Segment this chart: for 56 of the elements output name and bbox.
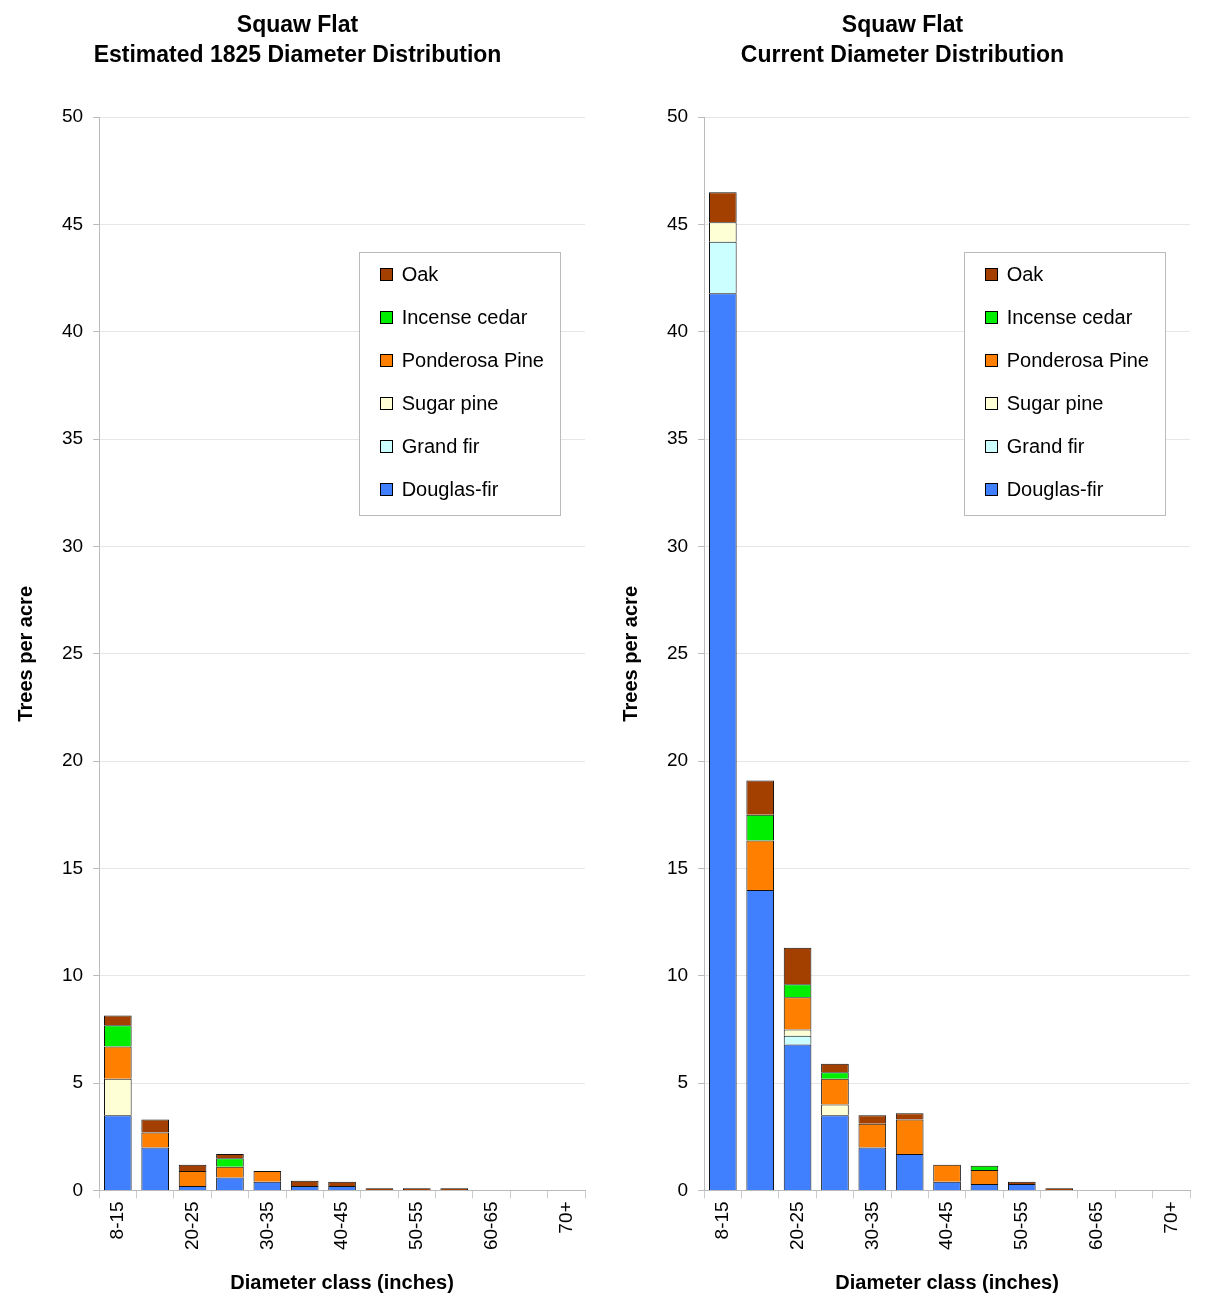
y-tick-label: 25 — [666, 642, 689, 664]
y-tick-label: 15 — [61, 856, 84, 878]
y-tick-label: 5 — [677, 1071, 689, 1093]
y-tick-label: 40 — [666, 320, 689, 342]
y-tick-label: 50 — [666, 105, 689, 127]
chart-title: Squaw Flat — [841, 11, 964, 38]
chart-subtitle: Estimated 1825 Diameter Distribution — [93, 40, 502, 67]
x-tick-label: 30-35 — [255, 1201, 277, 1251]
y-tick-label: 10 — [666, 964, 689, 985]
x-tick-label: 40-45 — [330, 1201, 352, 1251]
legend-label: Oak — [1006, 263, 1044, 287]
x-tick-label: 50-55 — [1010, 1201, 1032, 1251]
y-tick-label: 45 — [666, 212, 689, 234]
y-tick-label: 0 — [72, 1178, 84, 1200]
x-tick-label: 60-65 — [1084, 1201, 1106, 1251]
y-tick-label: 20 — [61, 749, 84, 771]
legend-label: Douglas-fir — [401, 478, 499, 502]
y-axis-title: Trees per acre — [618, 585, 641, 722]
x-tick-label: 60-65 — [479, 1201, 501, 1251]
legend-label: Ponderosa Pine — [1006, 349, 1149, 373]
y-tick-label: 30 — [61, 534, 84, 556]
y-axis-title: Trees per acre — [13, 585, 36, 722]
y-tick-label: 10 — [61, 964, 84, 985]
x-axis-title: Diameter class (inches) — [835, 1270, 1059, 1293]
y-tick-label: 30 — [666, 534, 689, 556]
chart-subtitle: Current Diameter Distribution — [740, 40, 1065, 67]
x-tick-label: 8-15 — [106, 1201, 128, 1240]
x-tick-label: 30-35 — [860, 1201, 882, 1251]
x-tick-label: 20-25 — [785, 1201, 807, 1251]
y-tick-label: 15 — [666, 856, 689, 878]
chart-title: Squaw Flat — [236, 11, 359, 38]
y-tick-label: 35 — [666, 427, 689, 449]
x-axis-title: Diameter class (inches) — [230, 1270, 454, 1293]
y-tick-label: 40 — [61, 320, 84, 342]
y-tick-label: 5 — [72, 1071, 84, 1093]
legend-label: Grand fir — [401, 435, 480, 459]
x-tick-label: 50-55 — [405, 1201, 427, 1251]
legend-label: Oak — [401, 263, 439, 287]
y-tick-label: 50 — [61, 105, 84, 127]
legend-label: Grand fir — [1006, 435, 1085, 459]
y-tick-label: 0 — [677, 1178, 689, 1200]
legend-label: Incense cedar — [1006, 306, 1133, 330]
legend-label: Douglas-fir — [1006, 478, 1104, 502]
y-tick-label: 45 — [61, 212, 84, 234]
x-tick-label: 70+ — [554, 1201, 576, 1234]
x-tick-label: 20-25 — [180, 1201, 202, 1251]
y-tick-label: 20 — [666, 749, 689, 771]
legend-label: Ponderosa Pine — [401, 349, 544, 373]
x-tick-label: 8-15 — [711, 1201, 733, 1240]
y-tick-label: 35 — [61, 427, 84, 449]
x-tick-label: 70+ — [1159, 1201, 1181, 1234]
x-tick-label: 40-45 — [935, 1201, 957, 1251]
legend-label: Sugar pine — [401, 392, 499, 416]
legend-label: Incense cedar — [401, 306, 528, 330]
legend-label: Sugar pine — [1006, 392, 1104, 416]
y-tick-label: 25 — [61, 642, 84, 664]
